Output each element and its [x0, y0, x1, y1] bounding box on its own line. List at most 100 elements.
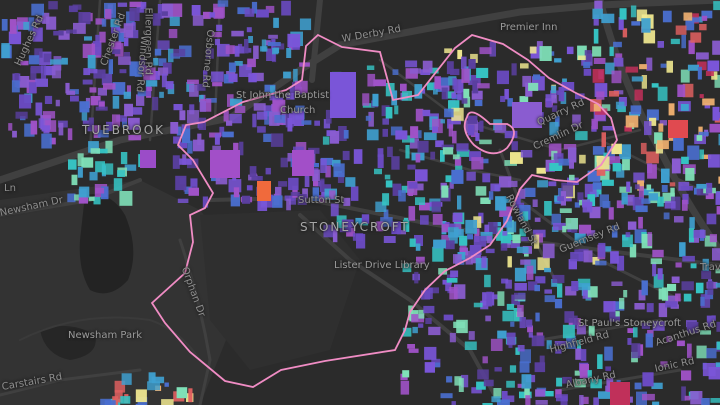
- building-footprint: [215, 175, 228, 185]
- building-footprint: [468, 59, 476, 69]
- building-footprint: [275, 186, 282, 197]
- building-footprint: [203, 70, 208, 83]
- building-footprint: [580, 349, 587, 362]
- building-footprint: [119, 28, 126, 33]
- building-footprint: [23, 22, 30, 30]
- building-footprint: [611, 143, 622, 155]
- building-footprint: [286, 198, 291, 211]
- building-footprint: [140, 1, 147, 9]
- building-footprint: [385, 180, 393, 188]
- building-footprint: [444, 108, 454, 118]
- building-footprint: [424, 287, 433, 299]
- building-footprint: [337, 172, 345, 183]
- building-footprint: [425, 317, 432, 324]
- building-footprint: [666, 335, 672, 343]
- building-footprint: [511, 63, 517, 76]
- building-footprint: [385, 107, 393, 119]
- building-footprint: [569, 174, 575, 181]
- building-footprint: [479, 120, 484, 132]
- building-footprint: [505, 395, 515, 403]
- building-footprint: [244, 39, 249, 54]
- building-footprint: [481, 256, 487, 268]
- building-footprint: [112, 82, 126, 95]
- building-footprint: [662, 192, 675, 203]
- building-footprint: [646, 303, 654, 313]
- building-footprint: [687, 64, 699, 71]
- building-footprint: [273, 43, 285, 50]
- building-footprint: [705, 192, 714, 200]
- building-footprint: [545, 94, 556, 103]
- building-footprint: [30, 67, 37, 80]
- building-footprint: [675, 25, 687, 35]
- building-footprint: [427, 82, 435, 91]
- building-footprint: [702, 98, 715, 106]
- building-footprint: [169, 16, 180, 26]
- building-footprint: [382, 118, 389, 125]
- building-footprint: [383, 209, 389, 219]
- building-footprint: [641, 198, 651, 204]
- building-footprint: [88, 69, 98, 74]
- building-footprint: [534, 284, 540, 292]
- building-footprint: [619, 186, 632, 193]
- building-footprint: [445, 240, 455, 250]
- building-footprint: [119, 69, 127, 74]
- building-footprint: [466, 171, 476, 181]
- building-footprint: [411, 314, 425, 323]
- building-footprint: [338, 126, 347, 141]
- building-footprint: [110, 41, 122, 50]
- building-footprint: [549, 121, 559, 136]
- building-footprint: [380, 217, 393, 227]
- building-footprint: [286, 93, 295, 100]
- building-footprint: [8, 31, 22, 45]
- building-footprint: [522, 211, 529, 222]
- building-footprint: [578, 224, 592, 234]
- building-footprint: [223, 110, 229, 122]
- building-footprint: [252, 113, 257, 128]
- building-footprint: [88, 141, 99, 153]
- building-footprint: [490, 338, 503, 351]
- building-footprint: [510, 152, 523, 164]
- building-footprint: [594, 0, 603, 10]
- building-footprint: [619, 8, 627, 20]
- building-footprint: [539, 46, 552, 61]
- building-footprint: [646, 151, 659, 164]
- building-footprint: [391, 90, 398, 106]
- building-footprint: [596, 91, 605, 100]
- building-footprint: [42, 111, 56, 119]
- park-path: [19, 316, 201, 361]
- building-footprint: [508, 343, 513, 348]
- building-footprint: [633, 327, 638, 338]
- building-footprint: [584, 183, 597, 198]
- building-footprint: [641, 18, 651, 33]
- building-footprint: [451, 92, 457, 99]
- building-footprint: [681, 156, 689, 164]
- building-footprint: [670, 187, 675, 201]
- building-footprint: [587, 170, 601, 182]
- building-footprint: [529, 46, 537, 54]
- building-footprint: [451, 94, 462, 100]
- building-footprint: [234, 105, 246, 113]
- building-footprint: [323, 119, 331, 129]
- building-footprint: [575, 348, 582, 360]
- building-footprint: [520, 349, 531, 364]
- building-footprint: [667, 283, 677, 292]
- building-footprint: [597, 354, 603, 369]
- building-footprint: [619, 144, 631, 160]
- building-footprint: [518, 188, 526, 199]
- building-footprint: [679, 242, 686, 257]
- building-footprint: [252, 72, 264, 82]
- building-footprint: [432, 214, 443, 225]
- building-footprint: [509, 365, 517, 373]
- building-footprint: [287, 117, 293, 132]
- building-footprint: [402, 370, 410, 378]
- building-footprint: [583, 61, 591, 68]
- building-footprint: [134, 68, 143, 77]
- building-footprint: [701, 10, 713, 19]
- building-footprint: [400, 380, 410, 395]
- building-footprint: [552, 274, 565, 283]
- building-footprint: [67, 128, 73, 141]
- building-footprint: [451, 401, 456, 405]
- building-footprint: [471, 387, 482, 394]
- building-footprint: [287, 33, 301, 48]
